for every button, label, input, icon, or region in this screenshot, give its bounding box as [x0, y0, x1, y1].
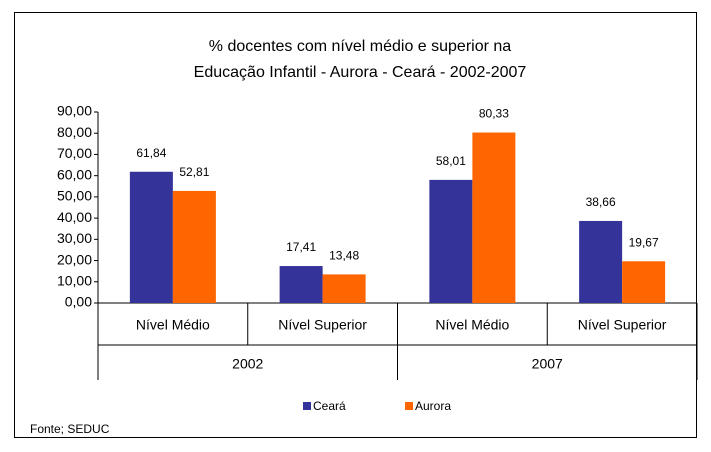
x-tick-label: Nível Médio — [136, 317, 210, 333]
data-label: 38,66 — [586, 195, 616, 209]
bar — [472, 132, 516, 303]
y-tick-label: 0,00 — [65, 294, 92, 310]
x-tick-label: Nível Médio — [435, 317, 509, 333]
legend-swatch — [303, 402, 311, 410]
bar — [279, 266, 323, 303]
y-tick-label: 10,00 — [57, 272, 92, 288]
chart-title: Educação Infantil - Aurora - Ceará - 200… — [194, 64, 527, 81]
y-tick-label: 50,00 — [57, 188, 92, 204]
legend-label: Ceará — [313, 399, 346, 413]
bar — [129, 171, 173, 303]
chart-title: % docentes com nível médio e superior na — [209, 38, 511, 55]
y-tick-label: 80,00 — [57, 124, 92, 140]
source-note: Fonte; SEDUC — [30, 422, 110, 436]
y-tick-label: 30,00 — [57, 230, 92, 246]
data-label: 80,33 — [479, 107, 509, 121]
group-label: 2007 — [532, 356, 563, 372]
y-tick-label: 60,00 — [57, 166, 92, 182]
data-label: 19,67 — [629, 235, 659, 249]
x-tick-label: Nível Superior — [278, 317, 367, 333]
bar — [579, 220, 623, 303]
y-tick-label: 70,00 — [57, 145, 92, 161]
group-label: 2002 — [232, 356, 263, 372]
data-label: 13,48 — [329, 249, 359, 263]
data-label: 52,81 — [179, 165, 209, 179]
x-tick-label: Nível Superior — [578, 317, 667, 333]
bar — [429, 179, 473, 303]
bar — [322, 274, 366, 303]
bar — [622, 261, 666, 303]
data-label: 17,41 — [286, 240, 316, 254]
data-label: 61,84 — [136, 146, 166, 160]
bar — [172, 190, 216, 303]
y-tick-label: 20,00 — [57, 251, 92, 267]
data-label: 58,01 — [436, 154, 466, 168]
y-tick-label: 90,00 — [57, 103, 92, 119]
legend-label: Aurora — [415, 399, 451, 413]
y-tick-label: 40,00 — [57, 209, 92, 225]
legend-swatch — [405, 402, 413, 410]
